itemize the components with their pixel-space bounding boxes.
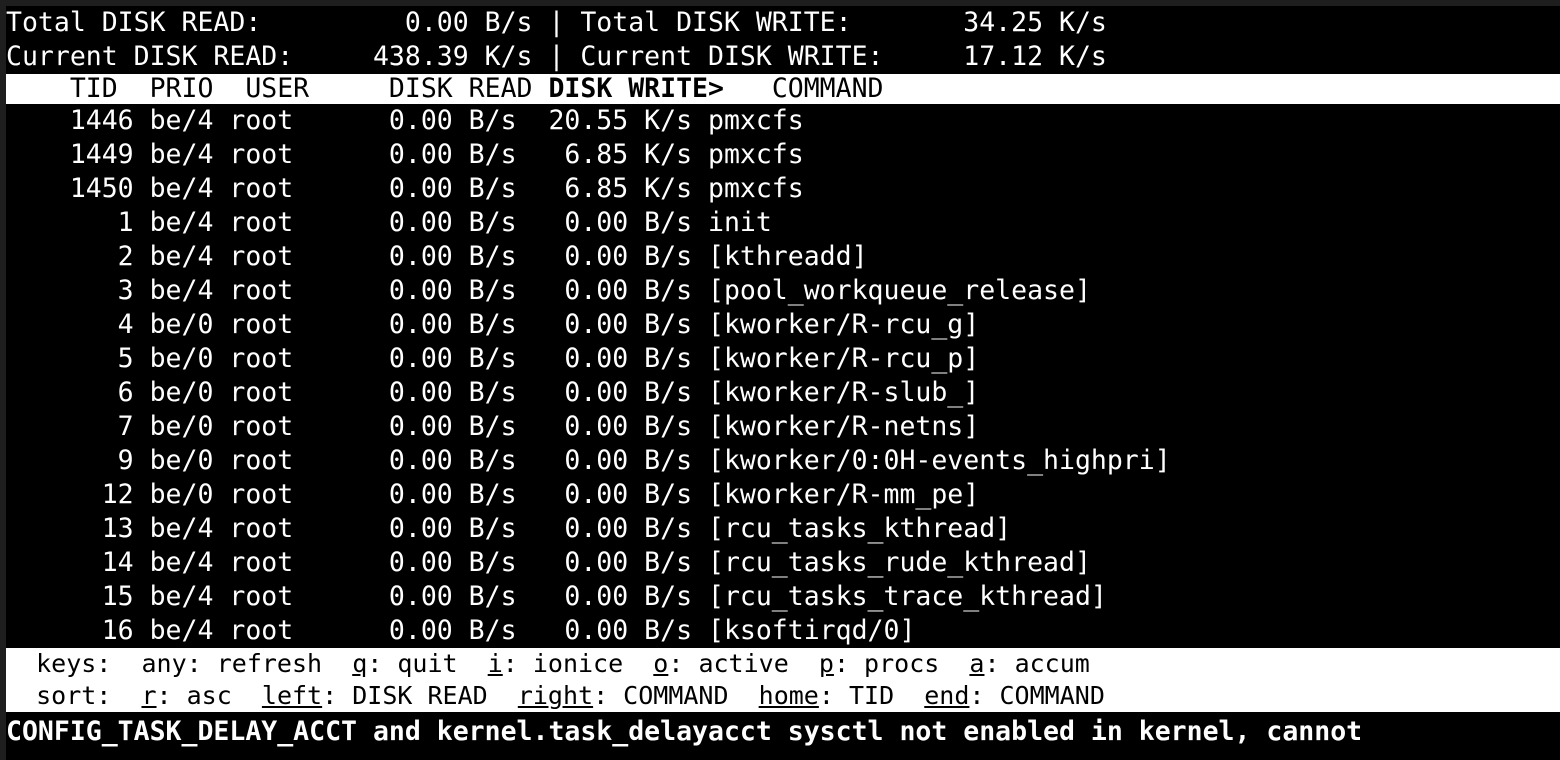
- footer-action-asc: : asc: [156, 681, 232, 710]
- footer-action-quit: : quit: [367, 649, 458, 678]
- footer-key-q[interactable]: q: [352, 649, 368, 678]
- table-row[interactable]: 16 be/4 root 0.00 B/s 0.00 B/s [ksoftirq…: [6, 614, 1560, 648]
- footer-key-right[interactable]: right: [517, 681, 594, 710]
- summary-line-current: Current DISK READ: 438.39 K/s | Current …: [6, 40, 1560, 74]
- table-row[interactable]: 7 be/0 root 0.00 B/s 0.00 B/s [kworker/R…: [6, 410, 1560, 444]
- table-row[interactable]: 14 be/4 root 0.00 B/s 0.00 B/s [rcu_task…: [6, 546, 1560, 580]
- footer-help: keys: any: refresh q: quit i: ionice o: …: [6, 648, 1560, 712]
- footer-key-a[interactable]: a: [969, 649, 985, 678]
- footer-sort-line[interactable]: sort: r: asc left: DISK READ right: COMM…: [6, 680, 1560, 712]
- footer-action-command: : COMMAND: [593, 681, 729, 710]
- table-row[interactable]: 1450 be/4 root 0.00 B/s 6.85 K/s pmxcfs: [6, 172, 1560, 206]
- table-row[interactable]: 1 be/4 root 0.00 B/s 0.00 B/s init: [6, 206, 1560, 240]
- footer-key-end[interactable]: end: [924, 681, 970, 710]
- footer-action-accum: : accum: [984, 649, 1090, 678]
- footer-key-r[interactable]: r: [141, 681, 157, 710]
- table-row[interactable]: 9 be/0 root 0.00 B/s 0.00 B/s [kworker/0…: [6, 444, 1560, 478]
- footer-key-home[interactable]: home: [758, 681, 819, 710]
- table-row[interactable]: 13 be/4 root 0.00 B/s 0.00 B/s [rcu_task…: [6, 512, 1560, 546]
- footer-key-o[interactable]: o: [653, 649, 669, 678]
- footer-action-command: : COMMAND: [969, 681, 1105, 710]
- footer-action-refresh: : refresh: [186, 649, 323, 678]
- summary-line-total: Total DISK READ: 0.00 B/s | Total DISK W…: [6, 6, 1560, 40]
- table-header-sort-column[interactable]: DISK WRITE>: [548, 73, 724, 104]
- table-row[interactable]: 4 be/0 root 0.00 B/s 0.00 B/s [kworker/R…: [6, 308, 1560, 342]
- footer-key-i[interactable]: i: [487, 649, 503, 678]
- footer-key-left[interactable]: left: [261, 681, 323, 710]
- footer-action-active: : active: [668, 649, 789, 678]
- table-row[interactable]: 3 be/4 root 0.00 B/s 0.00 B/s [pool_work…: [6, 274, 1560, 308]
- table-header-prefix: TID PRIO USER DISK READ: [6, 73, 549, 104]
- footer-action-ionice: : ionice: [502, 649, 624, 678]
- table-header-suffix: COMMAND: [723, 73, 884, 104]
- footer-action-tid: : TID: [818, 681, 895, 710]
- footer-key-p[interactable]: p: [818, 649, 834, 678]
- process-table-body[interactable]: 1446 be/4 root 0.00 B/s 20.55 K/s pmxcfs…: [6, 104, 1560, 648]
- table-row[interactable]: 15 be/4 root 0.00 B/s 0.00 B/s [rcu_task…: [6, 580, 1560, 614]
- warning-message: CONFIG_TASK_DELAY_ACCT and kernel.task_d…: [6, 712, 1560, 752]
- footer-key-any[interactable]: any: [141, 649, 187, 678]
- terminal-screen[interactable]: Total DISK READ: 0.00 B/s | Total DISK W…: [6, 6, 1560, 760]
- table-row[interactable]: 1446 be/4 root 0.00 B/s 20.55 K/s pmxcfs: [6, 104, 1560, 138]
- footer-action-disk-read: : DISK READ: [322, 681, 488, 710]
- table-row[interactable]: 2 be/4 root 0.00 B/s 0.00 B/s [kthreadd]: [6, 240, 1560, 274]
- table-header-row[interactable]: TID PRIO USER DISK READ DISK WRITE> COMM…: [6, 74, 1560, 104]
- table-row[interactable]: 5 be/0 root 0.00 B/s 0.00 B/s [kworker/R…: [6, 342, 1560, 376]
- table-row[interactable]: 12 be/0 root 0.00 B/s 0.00 B/s [kworker/…: [6, 478, 1560, 512]
- table-row[interactable]: 6 be/0 root 0.00 B/s 0.00 B/s [kworker/R…: [6, 376, 1560, 410]
- footer-action-procs: : procs: [833, 649, 940, 678]
- table-row[interactable]: 1449 be/4 root 0.00 B/s 6.85 K/s pmxcfs: [6, 138, 1560, 172]
- footer-keys-line[interactable]: keys: any: refresh q: quit i: ionice o: …: [6, 648, 1560, 680]
